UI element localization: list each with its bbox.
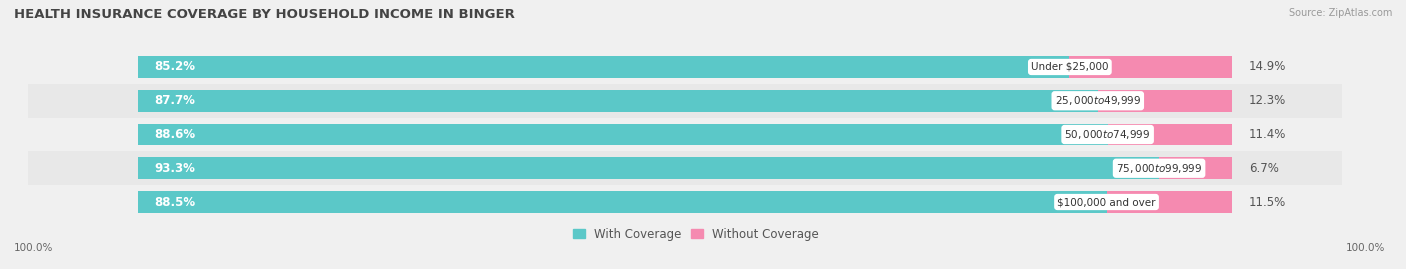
Text: $25,000 to $49,999: $25,000 to $49,999	[1054, 94, 1140, 107]
Text: 85.2%: 85.2%	[155, 61, 195, 73]
Bar	[1098, 90, 1233, 112]
Text: $75,000 to $99,999: $75,000 to $99,999	[1116, 162, 1202, 175]
Bar	[28, 84, 1341, 118]
Legend: With Coverage, Without Coverage: With Coverage, Without Coverage	[568, 223, 824, 246]
Text: 100.0%: 100.0%	[14, 243, 53, 253]
Text: Under $25,000: Under $25,000	[1031, 62, 1108, 72]
Bar	[28, 185, 1341, 219]
Text: $100,000 and over: $100,000 and over	[1057, 197, 1156, 207]
Text: $50,000 to $74,999: $50,000 to $74,999	[1064, 128, 1150, 141]
Bar	[28, 50, 1341, 84]
Bar	[1107, 191, 1233, 213]
Text: 12.3%: 12.3%	[1249, 94, 1286, 107]
Bar	[138, 56, 1070, 78]
Bar	[1070, 56, 1233, 78]
Bar	[28, 118, 1341, 151]
Text: HEALTH INSURANCE COVERAGE BY HOUSEHOLD INCOME IN BINGER: HEALTH INSURANCE COVERAGE BY HOUSEHOLD I…	[14, 8, 515, 21]
Bar	[28, 151, 1341, 185]
Text: 100.0%: 100.0%	[1346, 243, 1385, 253]
Bar	[138, 157, 1159, 179]
Text: 88.5%: 88.5%	[155, 196, 195, 208]
Bar	[138, 191, 1107, 213]
Bar	[1159, 157, 1233, 179]
Text: 87.7%: 87.7%	[155, 94, 195, 107]
Text: 11.4%: 11.4%	[1249, 128, 1286, 141]
Text: 14.9%: 14.9%	[1249, 61, 1286, 73]
Text: 11.5%: 11.5%	[1249, 196, 1286, 208]
Text: Source: ZipAtlas.com: Source: ZipAtlas.com	[1288, 8, 1392, 18]
Bar	[1108, 123, 1233, 146]
Bar	[138, 123, 1108, 146]
Text: 88.6%: 88.6%	[155, 128, 195, 141]
Text: 6.7%: 6.7%	[1249, 162, 1278, 175]
Text: 93.3%: 93.3%	[155, 162, 195, 175]
Bar	[138, 90, 1098, 112]
